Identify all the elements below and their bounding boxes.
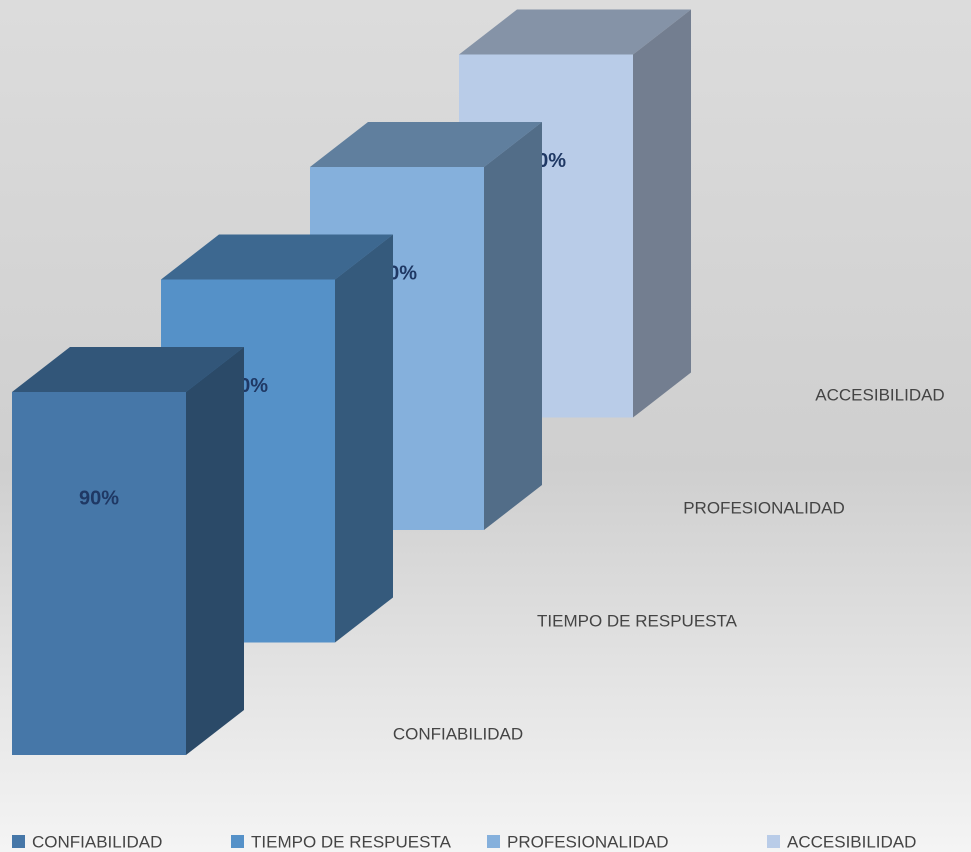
bar-top bbox=[161, 234, 393, 280]
category-label: ACCESIBILIDAD bbox=[815, 385, 944, 404]
legend-swatch bbox=[767, 835, 780, 848]
legend-label: CONFIABILIDAD bbox=[32, 832, 162, 851]
value-label: 90% bbox=[79, 487, 119, 509]
bar-side bbox=[186, 347, 244, 755]
bar-top bbox=[310, 122, 542, 167]
legend-label: PROFESIONALIDAD bbox=[507, 832, 669, 851]
bar-top bbox=[12, 347, 244, 392]
bar-side bbox=[335, 234, 393, 643]
bar-side bbox=[484, 122, 542, 530]
category-label: TIEMPO DE RESPUESTA bbox=[537, 611, 738, 630]
legend-label: TIEMPO DE RESPUESTA bbox=[251, 832, 452, 851]
category-label: CONFIABILIDAD bbox=[393, 724, 523, 743]
bar-side bbox=[633, 9, 691, 418]
legend-swatch bbox=[12, 835, 25, 848]
legend-swatch bbox=[487, 835, 500, 848]
bar-top bbox=[459, 9, 691, 55]
legend-label: ACCESIBILIDAD bbox=[787, 832, 916, 851]
category-label: PROFESIONALIDAD bbox=[683, 498, 845, 517]
bar bbox=[12, 392, 186, 755]
legend-swatch bbox=[231, 835, 244, 848]
